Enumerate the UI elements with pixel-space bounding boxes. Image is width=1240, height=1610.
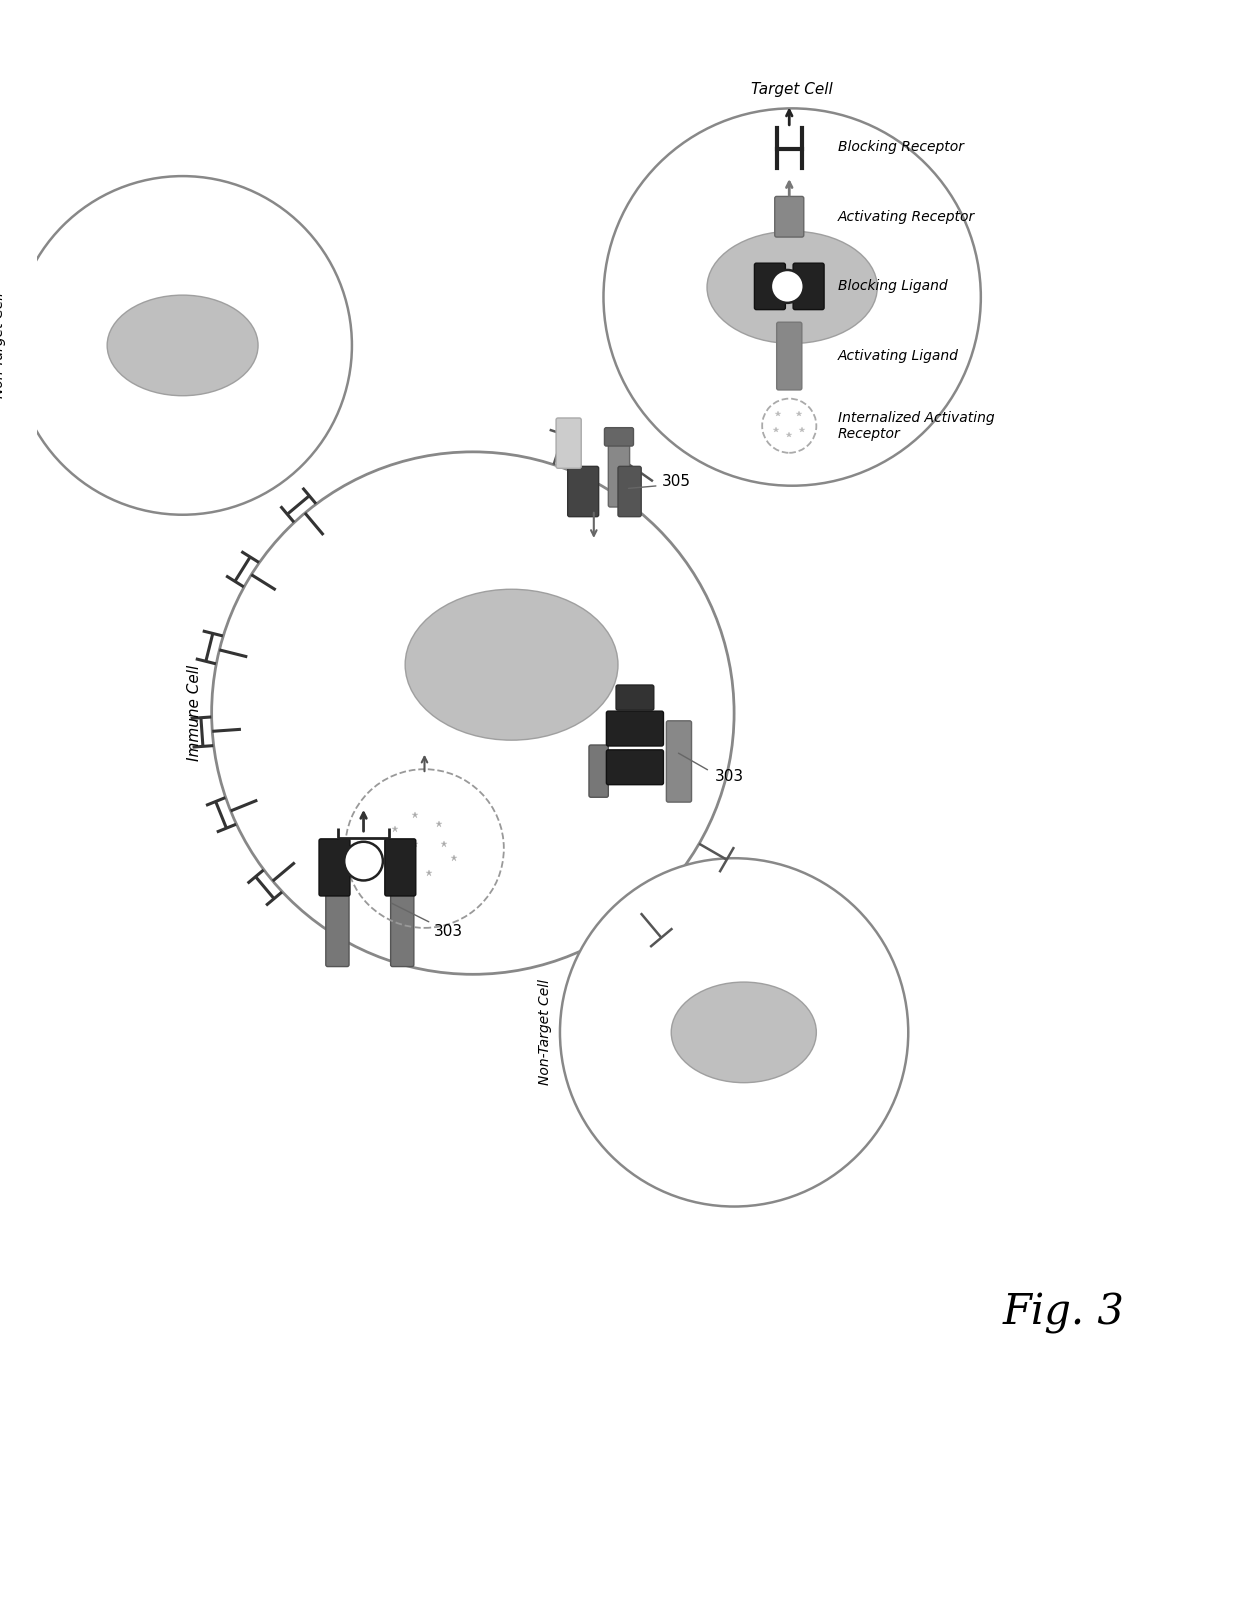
Ellipse shape [107, 295, 258, 396]
FancyBboxPatch shape [609, 435, 630, 507]
Circle shape [604, 108, 981, 486]
Ellipse shape [671, 982, 816, 1082]
Text: Non-Target Cell: Non-Target Cell [538, 979, 553, 1085]
FancyBboxPatch shape [589, 745, 609, 797]
Text: 305: 305 [661, 473, 691, 489]
Text: Blocking Receptor: Blocking Receptor [838, 140, 963, 155]
FancyBboxPatch shape [391, 890, 414, 966]
Text: Internalized Activating
Receptor: Internalized Activating Receptor [838, 411, 994, 441]
FancyBboxPatch shape [606, 750, 663, 784]
FancyBboxPatch shape [776, 322, 802, 390]
FancyBboxPatch shape [604, 428, 634, 446]
Circle shape [345, 842, 383, 881]
FancyBboxPatch shape [568, 467, 599, 517]
Circle shape [560, 858, 908, 1206]
Text: Activating Ligand: Activating Ligand [838, 349, 959, 364]
Text: Immune Cell: Immune Cell [187, 665, 202, 762]
FancyBboxPatch shape [618, 467, 641, 517]
Ellipse shape [405, 589, 618, 741]
Text: Blocking Ligand: Blocking Ligand [838, 280, 947, 293]
FancyBboxPatch shape [754, 262, 785, 309]
Circle shape [212, 452, 734, 974]
FancyBboxPatch shape [326, 890, 348, 966]
FancyBboxPatch shape [666, 721, 692, 802]
FancyBboxPatch shape [616, 684, 653, 710]
FancyBboxPatch shape [384, 839, 415, 895]
FancyBboxPatch shape [794, 262, 825, 309]
FancyBboxPatch shape [775, 196, 804, 237]
Text: Non-Target Cell: Non-Target Cell [0, 293, 6, 398]
Text: Activating Receptor: Activating Receptor [838, 209, 975, 224]
Circle shape [14, 175, 352, 515]
Text: 303: 303 [714, 770, 744, 784]
FancyBboxPatch shape [606, 712, 663, 745]
FancyBboxPatch shape [319, 839, 350, 895]
Text: 303: 303 [434, 924, 464, 939]
Ellipse shape [707, 232, 877, 343]
Text: Target Cell: Target Cell [751, 82, 833, 97]
FancyBboxPatch shape [556, 419, 582, 469]
Text: Fig. 3: Fig. 3 [1002, 1291, 1123, 1335]
Circle shape [771, 270, 804, 303]
